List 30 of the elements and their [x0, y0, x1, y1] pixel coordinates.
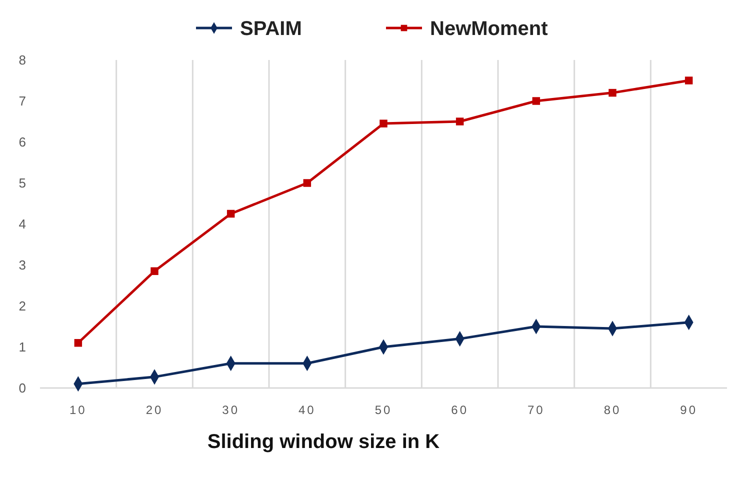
y-tick-label: 7: [18, 94, 26, 109]
point: [303, 179, 312, 187]
x-tick-label: 80: [604, 403, 622, 417]
x-tick-label: 40: [298, 403, 316, 417]
legend-label: NewMoment: [430, 18, 548, 40]
y-tick-label: 2: [18, 298, 26, 314]
y-tick-label: 1: [18, 340, 26, 355]
x-tick-label: 90: [680, 403, 698, 417]
y-tick-label: 0: [18, 380, 26, 396]
x-tick-label: 20: [146, 403, 164, 417]
point: [74, 339, 82, 347]
point: [456, 118, 464, 126]
y-tick-label: 5: [18, 176, 26, 191]
point: [684, 76, 693, 84]
y-tick-label: 8: [18, 52, 26, 68]
y-tick-label: 3: [18, 258, 26, 273]
point: [532, 97, 540, 105]
x-axis-title: Sliding window size in K: [207, 431, 440, 453]
x-tick-label: 30: [222, 403, 240, 417]
x-tick-label: 60: [451, 403, 469, 417]
y-tick-label: 4: [18, 216, 26, 232]
legend-label: SPAIM: [240, 18, 302, 40]
point: [226, 210, 235, 218]
point: [608, 88, 616, 97]
x-tick-label: 10: [69, 403, 87, 417]
x-tick-label: 50: [374, 403, 392, 417]
point: [150, 267, 158, 276]
y-tick-label: 6: [18, 134, 26, 150]
x-tick-label: 70: [527, 403, 545, 417]
point: [380, 120, 388, 128]
